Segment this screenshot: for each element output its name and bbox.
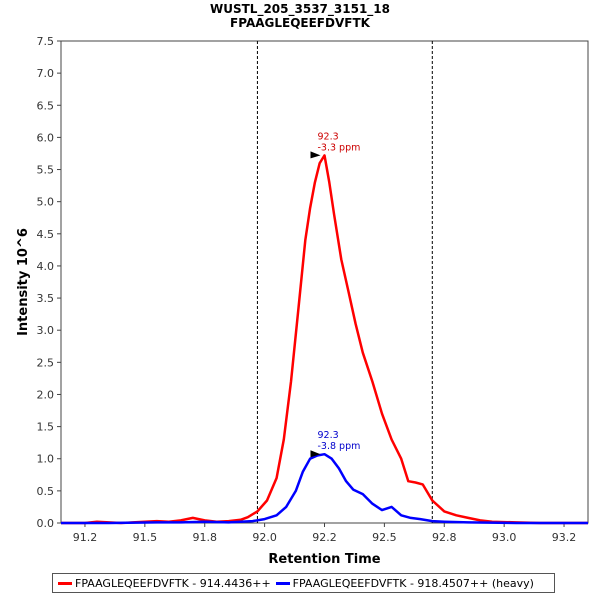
x-tick-label: 92.2: [312, 531, 337, 544]
y-tick-label: 4.0: [37, 260, 55, 273]
legend-label: FPAAGLEQEEFDVFTK - 918.4507++ (heavy): [292, 576, 534, 590]
peak-marker: [310, 450, 321, 458]
x-tick-label: 92.8: [432, 531, 457, 544]
y-tick-label: 0.0: [37, 517, 55, 530]
y-tick-label: 6.5: [37, 99, 55, 112]
y-axis: 0.0 0.5 1.0 1.5 2.0 2.5 3.0 3.5 4.0 4.5 5.0 5.5 6.0 6…: [37, 35, 61, 530]
y-tick-label: 1.5: [37, 421, 55, 434]
y-tick-label: 3.0: [37, 324, 55, 337]
x-tick-label: 93.2: [552, 531, 577, 544]
y-tick-label: 7.0: [37, 67, 55, 80]
plot-area: [60, 40, 589, 524]
peak-annotation-text: 92.3: [318, 131, 339, 142]
x-tick-label: 91.8: [192, 531, 217, 544]
chart-subtitle: FPAAGLEQEEFDVFTK: [230, 16, 370, 30]
y-tick-label: 5.5: [37, 164, 55, 177]
integration-boundaries: [256, 41, 433, 523]
x-tick-label: 91.2: [73, 531, 98, 544]
legend: FPAAGLEQEEFDVFTK - 914.4436++ FPAAGLEQEE…: [52, 573, 555, 593]
y-axis-label: Intensity 10^6: [16, 228, 31, 336]
peak-marker: [310, 151, 321, 159]
x-tick-label: 92.5: [372, 531, 397, 544]
y-tick-label: 2.5: [37, 356, 55, 369]
y-tick-label: 1.0: [37, 453, 55, 466]
peak-annotation-text: 92.3: [318, 430, 339, 441]
x-tick-label: 93.0: [492, 531, 517, 544]
y-tick-label: 7.5: [37, 35, 55, 48]
y-tick-label: 4.5: [37, 228, 55, 241]
series-line-1: [61, 452, 588, 525]
x-tick-label: 91.5: [133, 531, 158, 544]
legend-item-light: FPAAGLEQEEFDVFTK - 914.4436++: [58, 577, 271, 590]
legend-swatch-blue: [275, 581, 290, 585]
y-tick-label: 6.0: [37, 131, 55, 144]
x-axis: 91.2 91.5 91.8 92.0 92.2 92.5 92.8 93.0 93.2: [73, 523, 577, 544]
peak-annotation-text: -3.3 ppm: [318, 142, 361, 153]
legend-item-heavy: FPAAGLEQEEFDVFTK - 918.4507++ (heavy): [275, 576, 534, 590]
chart-title: WUSTL_205_3537_3151_18: [210, 2, 390, 16]
y-tick-label: 2.0: [37, 388, 55, 401]
y-tick-label: 3.5: [37, 292, 55, 305]
y-tick-label: 0.5: [37, 485, 55, 498]
series-layer: [61, 154, 588, 525]
x-tick-label: 92.0: [252, 531, 277, 544]
peak-annotation-text: -3.8 ppm: [318, 441, 361, 452]
legend-label: FPAAGLEQEEFDVFTK - 914.4436++: [75, 576, 271, 590]
y-tick-label: 5.0: [37, 196, 55, 209]
legend-swatch-red: [58, 581, 72, 585]
x-axis-label: Retention Time: [268, 552, 380, 567]
